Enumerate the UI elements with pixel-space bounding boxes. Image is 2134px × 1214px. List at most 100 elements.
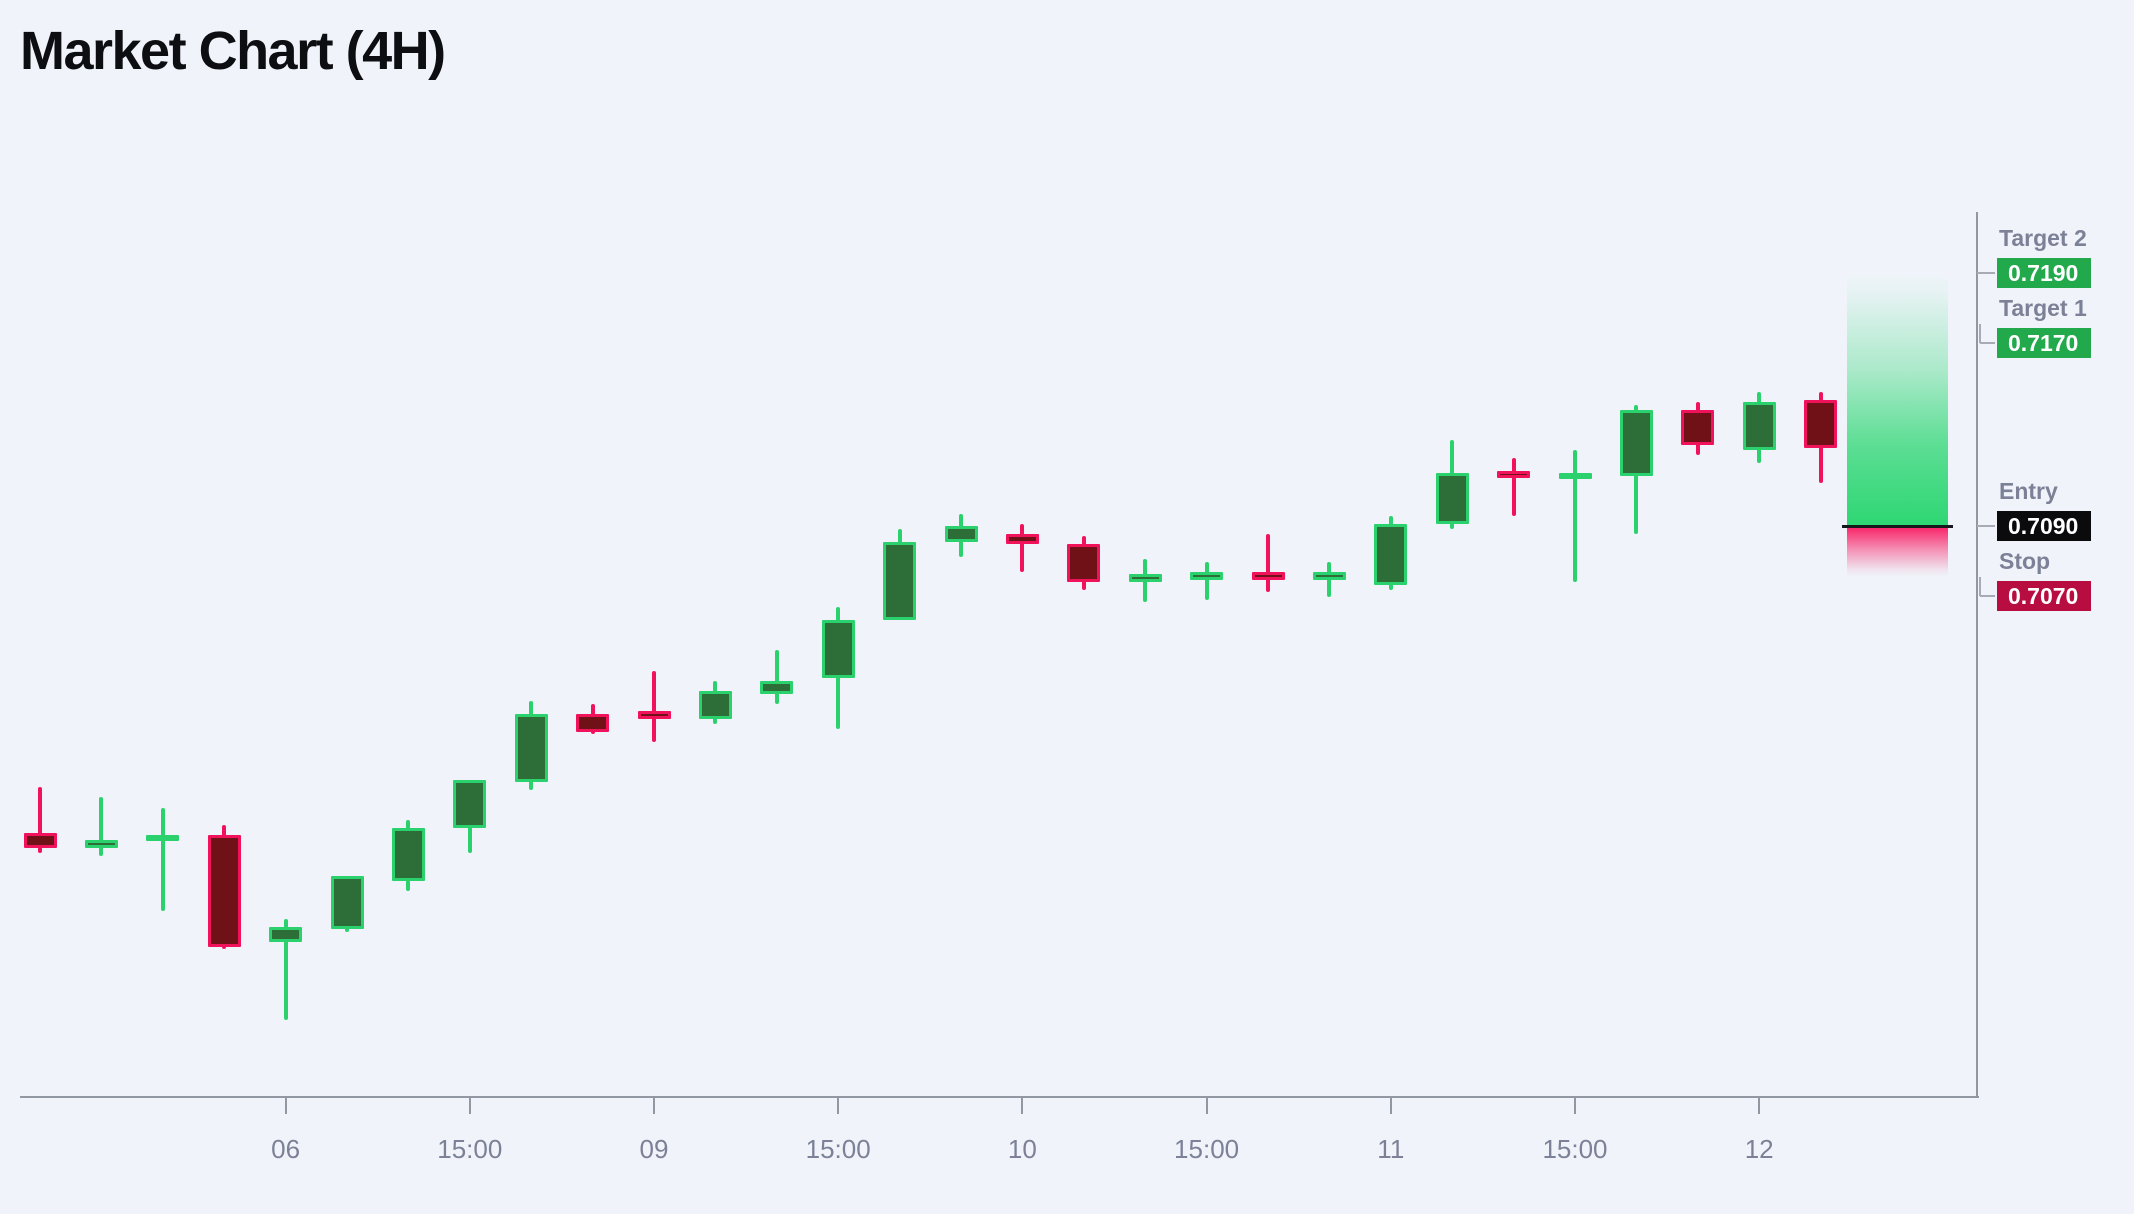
bull-candle-body	[1435, 473, 1469, 524]
bear-candle-body	[1681, 409, 1715, 446]
candle-body-fill	[1254, 574, 1282, 577]
time-axis-tick	[837, 1097, 840, 1114]
candle-body-fill	[456, 782, 484, 825]
candle-body-fill	[26, 835, 54, 846]
entry-price-badge[interactable]: 0.7090	[1997, 511, 2091, 541]
time-axis-tick-label: 11	[1377, 1134, 1405, 1164]
time-axis-tick-label: 15:00	[1174, 1134, 1240, 1164]
level-connector-line	[1980, 595, 1995, 597]
time-axis-tick-label: 10	[1007, 1134, 1037, 1164]
time-axis-tick-label: 06	[271, 1134, 301, 1164]
bear-candle-wick	[38, 787, 42, 854]
candle-body-fill	[1807, 402, 1835, 445]
bull-candle-wick	[1573, 450, 1577, 583]
level-connector-line	[1977, 272, 1995, 274]
candle-body-fill	[640, 714, 668, 716]
entry-price-line	[1842, 524, 1953, 528]
chart-title: Market Chart (4H)	[20, 21, 446, 81]
bull-candle-body	[146, 835, 180, 842]
entry-label: Entry	[1999, 478, 2058, 504]
bull-candle-body	[1619, 409, 1653, 476]
bull-candle-wick	[1327, 561, 1332, 598]
bear-candle-body	[637, 711, 671, 719]
candle-body-fill	[1193, 574, 1221, 577]
bear-candle-wick	[1511, 457, 1516, 517]
bull-candle-body	[944, 526, 978, 542]
bull-candle-body	[391, 827, 425, 881]
bull-candle-body	[269, 926, 303, 942]
candle-body-fill	[1500, 473, 1528, 476]
candle-body-fill	[1315, 574, 1343, 577]
time-axis-tick-label: 15:00	[805, 1134, 871, 1164]
candle-body-fill	[763, 683, 791, 691]
bull-candle-wick	[283, 918, 288, 1021]
level-connector-line	[1979, 576, 1981, 596]
stop-price-badge[interactable]: 0.7070	[1997, 581, 2091, 611]
bear-candle-wick	[652, 670, 656, 742]
candle-body-fill	[1745, 405, 1773, 448]
bear-candle-body	[1067, 544, 1101, 583]
time-axis-tick	[1389, 1097, 1392, 1114]
bear-candle-wick	[1020, 523, 1025, 572]
candle-body-fill	[1070, 547, 1098, 580]
candle-body-fill	[1438, 476, 1466, 521]
target2-label: Target 2	[1999, 225, 2087, 251]
time-axis-tick	[653, 1097, 655, 1114]
stop-label: Stop	[1999, 548, 2051, 574]
bull-candle-body	[330, 875, 364, 930]
candle-body-fill	[1684, 412, 1712, 443]
target2-price-badge[interactable]: 0.7190	[1997, 258, 2091, 288]
bull-candle-body	[1558, 473, 1592, 480]
bear-candle-wick	[1266, 533, 1270, 593]
bull-candle-body	[1128, 574, 1162, 583]
bear-candle-body	[1005, 533, 1039, 545]
candle-body-fill	[272, 929, 300, 939]
level-connector-line	[1979, 323, 1981, 343]
time-axis-tick	[284, 1097, 287, 1114]
bull-candle-body	[453, 779, 487, 828]
candle-body-fill	[824, 623, 852, 676]
candle-body-fill	[579, 716, 607, 729]
bull-candle-body	[760, 680, 794, 694]
bull-candle-body	[821, 620, 855, 679]
bear-candle-body	[1251, 571, 1285, 580]
candle-body-fill	[947, 529, 975, 539]
time-axis-tick	[1021, 1097, 1024, 1114]
candle-body-fill	[1131, 577, 1159, 580]
time-axis-line	[20, 1096, 1979, 1098]
stop-loss-zone	[1847, 526, 1948, 577]
candle-body-fill	[701, 693, 729, 716]
time-axis-tick	[1574, 1097, 1576, 1114]
candle-body-fill	[1008, 536, 1036, 542]
bear-candle-body	[1804, 399, 1838, 448]
bull-candle-body	[883, 541, 917, 621]
candle-body-fill	[1622, 412, 1650, 473]
bull-candle-body	[1190, 571, 1224, 580]
profit-zone	[1847, 273, 1948, 527]
candle-body-fill	[886, 544, 914, 618]
candle-body-fill	[1377, 526, 1405, 582]
bull-candle-wick	[1204, 561, 1209, 600]
time-axis-tick	[1205, 1097, 1208, 1114]
time-axis-tick-label: 09	[639, 1134, 669, 1164]
time-axis-tick-label: 15:00	[437, 1134, 503, 1164]
bull-candle-body	[84, 840, 118, 849]
bear-candle-body	[576, 713, 610, 732]
time-axis-tick	[1758, 1097, 1761, 1114]
target1-price-badge[interactable]: 0.7170	[1997, 328, 2091, 358]
level-connector-line	[1977, 525, 1995, 528]
candle-body-fill	[210, 838, 238, 944]
level-connector-line	[1980, 342, 1995, 344]
bull-candle-body	[1742, 402, 1776, 451]
bull-candle-wick	[160, 807, 165, 912]
candle-body-fill	[333, 878, 361, 927]
bull-candle-body	[1312, 571, 1346, 580]
candle-body-fill	[517, 716, 545, 780]
time-axis-tick-label: 15:00	[1542, 1134, 1608, 1164]
candle-body-fill	[394, 830, 422, 878]
candle-body-fill	[87, 843, 115, 846]
time-axis-tick	[468, 1097, 471, 1114]
price-axis-line	[1976, 212, 1978, 1097]
